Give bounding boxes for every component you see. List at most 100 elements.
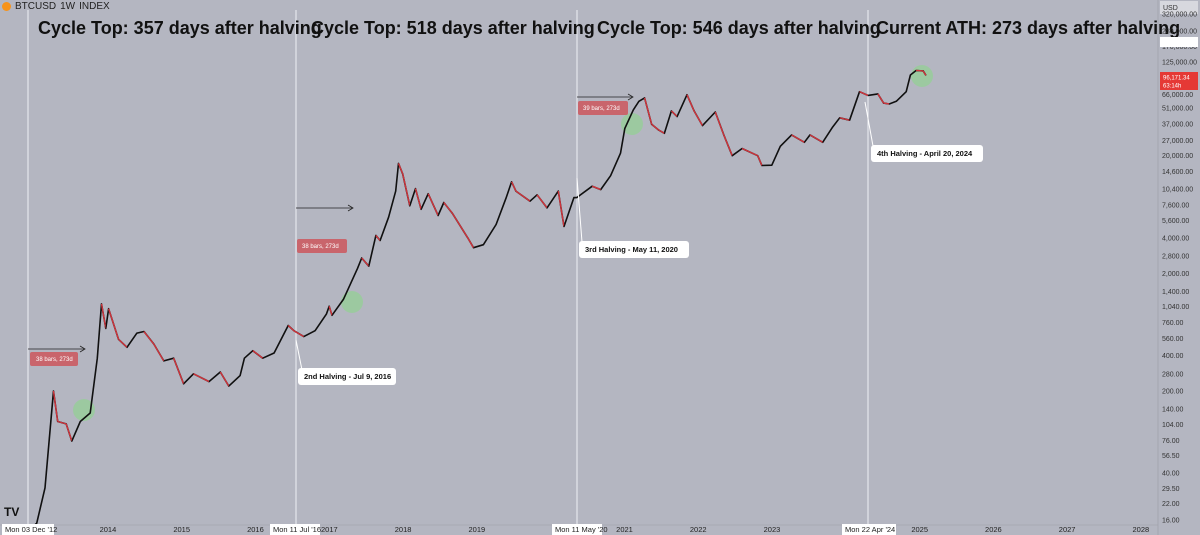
- y-tick-label: 1,400.00: [1162, 289, 1189, 296]
- price-segment: [80, 412, 91, 422]
- y-tick-label: 76.00: [1162, 438, 1180, 445]
- y-tick-label: 37,000.00: [1162, 122, 1193, 129]
- cycle-marker-3: [621, 113, 643, 135]
- y-tick-label: 10,400.00: [1162, 187, 1193, 194]
- price-segment: [395, 163, 399, 192]
- price-segment: [228, 375, 241, 387]
- price-segment: [643, 97, 653, 125]
- price-segment: [546, 190, 559, 209]
- x-tick-label: 2028: [1133, 525, 1150, 534]
- price-segment: [136, 331, 145, 334]
- price-segment: [244, 350, 254, 359]
- x-tick-label: 2025: [911, 525, 928, 534]
- price-segment: [632, 101, 640, 111]
- y-tick-label: 16.00: [1162, 518, 1180, 525]
- halving-tag-2nd: [298, 368, 396, 385]
- price-segment: [723, 134, 733, 156]
- last-price-label: 96,171.34: [1163, 76, 1190, 82]
- price-segment: [741, 147, 758, 157]
- halving-label-4th: 4th Halving - April 20, 2024: [877, 149, 973, 158]
- cycle-top-markers: [73, 65, 933, 421]
- price-segment: [651, 123, 660, 131]
- bars-label-3-text: 39 bars, 273d: [583, 106, 620, 112]
- price-segment: [126, 332, 138, 348]
- bars-label-2-text: 38 bars, 273d: [302, 244, 339, 250]
- price-segment: [676, 94, 688, 117]
- date-marker-3-bg: [552, 524, 602, 535]
- price-segment: [889, 100, 897, 105]
- halving-label-2nd: 2nd Halving - Jul 9, 2016: [304, 372, 391, 381]
- price-segment: [658, 129, 665, 134]
- y-tick-label: 22.00: [1162, 501, 1180, 508]
- y-tick-label: 125,000.00: [1162, 60, 1197, 67]
- price-segment: [44, 390, 54, 488]
- date-marker-2: Mon 11 Jul '16: [273, 525, 321, 534]
- price-segment: [702, 111, 716, 126]
- y-tick-label: 560.00: [1162, 336, 1184, 343]
- y-tick-label: 2,000.00: [1162, 271, 1189, 278]
- price-segment: [193, 373, 210, 383]
- price-segment: [809, 134, 824, 143]
- price-wick-line: [27, 69, 927, 532]
- price-segment: [153, 343, 165, 362]
- price-segment: [287, 324, 295, 332]
- currency-tag: [1160, 1, 1198, 14]
- price-segment: [910, 70, 917, 76]
- price-segment: [52, 390, 59, 422]
- target-price-tag: [1160, 37, 1198, 47]
- price-segment: [495, 198, 507, 225]
- price-segment: [239, 358, 245, 376]
- price-segment: [529, 194, 538, 202]
- price-segment: [693, 110, 704, 126]
- y-tick-label: 104.00: [1162, 422, 1184, 429]
- x-tick-label: 2015: [173, 525, 190, 534]
- symbol-header[interactable]: BTCUSD 1W INDEX: [2, 1, 110, 12]
- price-segment: [361, 257, 370, 267]
- price-segment: [670, 110, 678, 118]
- tradingview-logo-icon: TV: [4, 505, 20, 519]
- price-segment: [663, 110, 672, 134]
- price-segment: [610, 152, 621, 176]
- price-segment: [822, 126, 834, 143]
- price-segment: [331, 299, 344, 316]
- price-segment: [303, 330, 316, 337]
- price-segment: [100, 303, 107, 329]
- price-segment: [714, 111, 725, 136]
- y-tick-label: 170,000.00: [1162, 44, 1197, 51]
- countdown-label: 63:14h: [1163, 84, 1181, 90]
- price-segment: [427, 193, 439, 216]
- price-segment: [342, 268, 358, 300]
- cycle-marker-2: [341, 291, 363, 313]
- price-segment: [849, 91, 860, 121]
- price-segment: [731, 148, 743, 157]
- exchange-label: INDEX: [79, 1, 110, 12]
- price-segment: [832, 117, 841, 128]
- bars-label-2: [297, 239, 347, 253]
- date-marker-4-bg: [842, 524, 896, 535]
- y-tick-label: 29.50: [1162, 486, 1180, 493]
- y-tick-label: 140.00: [1162, 407, 1184, 414]
- price-segment: [163, 357, 174, 362]
- price-segment: [686, 94, 695, 112]
- price-segment: [325, 306, 330, 315]
- price-segment: [895, 91, 907, 102]
- y-tick-label: 7,600.00: [1162, 203, 1189, 210]
- price-segment: [252, 350, 264, 359]
- cycle-marker-4: [911, 65, 933, 87]
- price-segment: [877, 93, 885, 104]
- date-marker-4: Mon 22 Apr '24: [845, 525, 895, 534]
- bitcoin-icon: [2, 2, 11, 11]
- halving-tag-3rd: [579, 241, 689, 258]
- price-segment: [420, 193, 429, 210]
- cycle-marker-1: [73, 399, 95, 421]
- target-price-label: 190,945.56: [1162, 41, 1193, 47]
- price-segment: [262, 352, 275, 359]
- y-tick-label: 66,000.00: [1162, 92, 1193, 99]
- x-tick-label: 2021: [616, 525, 633, 534]
- currency-label: USD: [1163, 5, 1178, 12]
- y-tick-label: 27,000.00: [1162, 138, 1193, 145]
- price-tags: 190,945.56 96,171.34 63:14h: [1160, 37, 1198, 90]
- interval-label[interactable]: 1W: [60, 1, 76, 12]
- x-tick-label: 2017: [321, 525, 338, 534]
